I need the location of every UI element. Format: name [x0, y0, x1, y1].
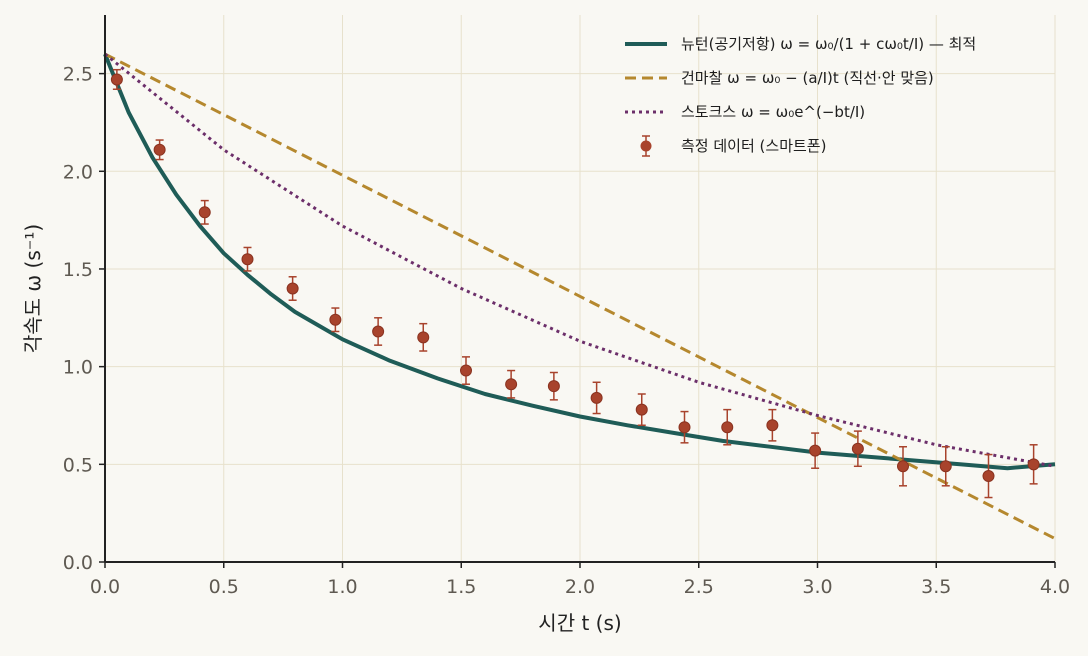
data-point: [939, 460, 952, 473]
data-point: [547, 380, 560, 393]
x-tick-label: 2.5: [684, 576, 714, 598]
data-point: [417, 331, 430, 344]
x-axis-title: 시간 t (s): [538, 611, 621, 635]
y-tick-label: 2.5: [63, 64, 93, 86]
legend-swatch-point: [640, 140, 652, 152]
x-tick-label: 0.5: [209, 576, 239, 598]
y-tick-label: 1.5: [63, 259, 93, 281]
data-point: [329, 313, 342, 326]
data-point: [505, 378, 518, 391]
legend-label-0: 뉴턴(공기저항) ω = ω₀/(1 + cω₀t/I) — 최적: [681, 35, 976, 53]
data-point: [897, 460, 909, 473]
y-axis-title: 각속도 ω (s⁻¹): [21, 224, 45, 353]
data-point: [286, 282, 299, 295]
series-line-1: [104, 52, 1056, 540]
data-point: [153, 143, 166, 156]
data-point: [198, 206, 211, 219]
data-point: [372, 325, 385, 338]
y-tick-label: 0.0: [63, 552, 93, 574]
axes-layer: 0.0 0.5 1.0 1.5 2.0 2.5 3.0 3.5 4.0 0.0 0.5 1.0 1.5 2…: [21, 15, 1070, 635]
x-tick-label: 1.0: [327, 576, 357, 598]
data-point: [110, 73, 123, 86]
data-point: [721, 421, 734, 434]
legend-label-2: 스토크스 ω = ω₀e^(−bt/I): [681, 103, 865, 121]
data-point: [590, 391, 603, 404]
x-tick-label: 3.5: [921, 576, 951, 598]
legend-label-1: 건마찰 ω = ω₀ − (a/I)t (직선·안 맞음): [681, 69, 934, 87]
series-layer: [103, 52, 1056, 540]
x-tick-label: 2.0: [565, 576, 595, 598]
legend-label-3: 측정 데이터 (스마트폰): [681, 137, 826, 155]
x-tick-label: 3.0: [802, 576, 832, 598]
data-point: [809, 444, 822, 457]
data-point: [460, 364, 472, 377]
y-tick-label: 1.0: [63, 357, 93, 379]
data-point: [1027, 458, 1040, 471]
data-point: [635, 403, 648, 416]
x-tick-label: 0.0: [90, 576, 120, 598]
x-tick-label: 1.5: [446, 576, 476, 598]
data-point: [851, 442, 864, 455]
series-line-0: [103, 53, 1056, 471]
y-tick-label: 0.5: [63, 454, 93, 476]
x-tick-label: 4.0: [1040, 576, 1070, 598]
data-point: [678, 421, 691, 434]
data-point: [766, 419, 779, 432]
data-point: [982, 470, 995, 483]
y-tick-label: 2.0: [63, 161, 93, 183]
data-point: [241, 253, 254, 266]
